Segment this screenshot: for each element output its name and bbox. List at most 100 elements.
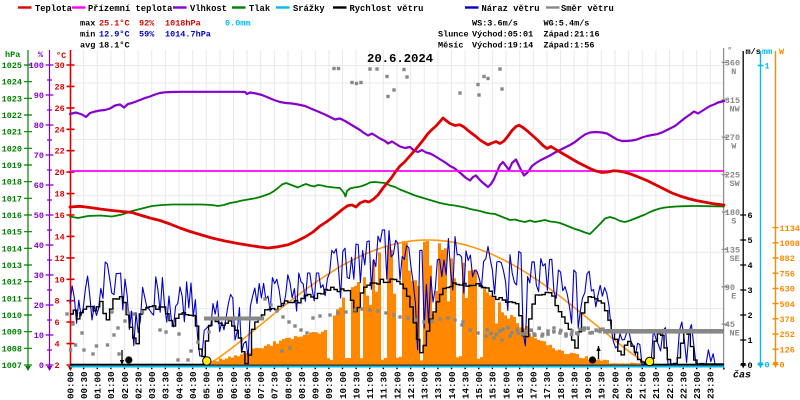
svg-text:630: 630	[780, 285, 795, 295]
svg-text:10:30: 10:30	[351, 371, 362, 399]
svg-text:0.0mm: 0.0mm	[225, 19, 251, 29]
svg-text:05:30: 05:30	[215, 371, 226, 399]
svg-text:504: 504	[780, 300, 795, 310]
svg-text:16: 16	[55, 211, 65, 221]
svg-text:1015: 1015	[2, 228, 22, 238]
svg-text:19:30: 19:30	[597, 371, 608, 399]
svg-text:Měsíc: Měsíc	[438, 41, 464, 51]
svg-text:1: 1	[748, 336, 753, 346]
svg-text:1014: 1014	[2, 244, 22, 254]
svg-text:WS:3.6m/s: WS:3.6m/s	[472, 19, 518, 29]
svg-text:12.9°C: 12.9°C	[99, 30, 130, 40]
svg-text:Východ:05:01: Východ:05:01	[472, 30, 533, 40]
svg-text:252: 252	[780, 330, 795, 340]
svg-text:NW: NW	[730, 104, 741, 114]
svg-text:23:30: 23:30	[706, 371, 717, 399]
svg-text:1018hPa: 1018hPa	[165, 19, 201, 29]
svg-text:E: E	[731, 291, 736, 301]
svg-text:0: 0	[780, 361, 785, 371]
svg-text:30: 30	[34, 271, 44, 281]
svg-text:Vlhkost: Vlhkost	[190, 4, 227, 14]
svg-text:12:30: 12:30	[406, 371, 417, 399]
svg-text:06:00: 06:00	[229, 371, 240, 399]
svg-text:14:30: 14:30	[460, 371, 471, 399]
svg-text:10: 10	[55, 275, 65, 285]
svg-text:0: 0	[765, 361, 770, 371]
svg-text:0: 0	[39, 361, 44, 371]
svg-text:12:00: 12:00	[392, 371, 403, 399]
svg-text:02:00: 02:00	[120, 371, 131, 399]
svg-text:25.1°C: 25.1°C	[99, 19, 130, 29]
svg-text:315: 315	[725, 96, 740, 106]
svg-text:1008: 1008	[2, 344, 22, 354]
svg-text:08:30: 08:30	[297, 371, 308, 399]
svg-text:17:00: 17:00	[529, 371, 540, 399]
svg-text:min: min	[80, 30, 95, 40]
svg-text:1018: 1018	[2, 178, 22, 188]
svg-text:04:30: 04:30	[188, 371, 199, 399]
svg-text:5: 5	[748, 236, 753, 246]
svg-text:00:00: 00:00	[65, 371, 76, 399]
svg-text:50: 50	[34, 211, 44, 221]
svg-text:NE: NE	[730, 329, 740, 339]
svg-text:4: 4	[748, 261, 753, 271]
svg-text:18: 18	[55, 190, 65, 200]
svg-text:1011: 1011	[2, 294, 22, 304]
svg-text:Západ:21:16: Západ:21:16	[544, 30, 600, 40]
svg-text:28: 28	[55, 82, 65, 92]
svg-text:1020: 1020	[2, 144, 22, 154]
svg-text:26: 26	[55, 104, 65, 114]
svg-text:8: 8	[55, 297, 60, 307]
svg-text:SE: SE	[730, 254, 740, 264]
svg-text:12: 12	[55, 254, 65, 264]
svg-text:Západ:1:56: Západ:1:56	[544, 41, 595, 51]
svg-text:70: 70	[34, 151, 44, 161]
svg-text:20.6.2024: 20.6.2024	[367, 52, 434, 66]
svg-text:08:00: 08:00	[283, 371, 294, 399]
svg-text:3: 3	[748, 286, 753, 296]
svg-text:°C: °C	[56, 51, 66, 61]
svg-text:09:00: 09:00	[311, 371, 322, 399]
svg-text:N: N	[731, 67, 736, 77]
svg-text:mm: mm	[762, 47, 772, 57]
svg-text:18.1°C: 18.1°C	[99, 41, 130, 51]
svg-text:05:00: 05:00	[202, 371, 213, 399]
svg-text:S: S	[731, 217, 736, 227]
svg-text:03:30: 03:30	[161, 371, 172, 399]
svg-text:378: 378	[780, 315, 795, 325]
svg-text:882: 882	[780, 254, 795, 264]
svg-text:1134: 1134	[780, 224, 800, 234]
svg-text:1021: 1021	[2, 128, 22, 138]
svg-text:00:30: 00:30	[79, 371, 90, 399]
svg-text:m/s: m/s	[746, 47, 761, 57]
svg-text:1017: 1017	[2, 194, 22, 204]
svg-text:11:30: 11:30	[379, 371, 390, 399]
svg-text:23:00: 23:00	[692, 371, 703, 399]
svg-text:225: 225	[725, 171, 740, 181]
svg-text:1010: 1010	[2, 311, 22, 321]
svg-text:21:00: 21:00	[638, 371, 649, 399]
svg-text:07:00: 07:00	[256, 371, 267, 399]
svg-text:09:30: 09:30	[324, 371, 335, 399]
svg-text:W: W	[779, 47, 785, 57]
svg-text:15:30: 15:30	[488, 371, 499, 399]
svg-text:01:30: 01:30	[106, 371, 117, 399]
svg-text:Slunce: Slunce	[438, 30, 469, 40]
svg-text:18:00: 18:00	[556, 371, 567, 399]
svg-text:20:30: 20:30	[624, 371, 635, 399]
svg-text:1023: 1023	[2, 94, 22, 104]
svg-text:4: 4	[55, 340, 60, 350]
svg-text:14:00: 14:00	[447, 371, 458, 399]
svg-text:W: W	[731, 142, 737, 152]
svg-text:1: 1	[765, 62, 770, 72]
svg-text:100: 100	[29, 61, 44, 71]
svg-text:14: 14	[55, 232, 65, 242]
svg-text:756: 756	[780, 269, 795, 279]
svg-text:80: 80	[34, 121, 44, 131]
svg-text:1009: 1009	[2, 328, 22, 338]
svg-text:360: 360	[725, 58, 740, 68]
svg-text:hPa: hPa	[5, 50, 20, 60]
svg-text:Teplota: Teplota	[35, 4, 73, 14]
svg-text:čas: čas	[733, 370, 751, 382]
svg-text:16:30: 16:30	[515, 371, 526, 399]
